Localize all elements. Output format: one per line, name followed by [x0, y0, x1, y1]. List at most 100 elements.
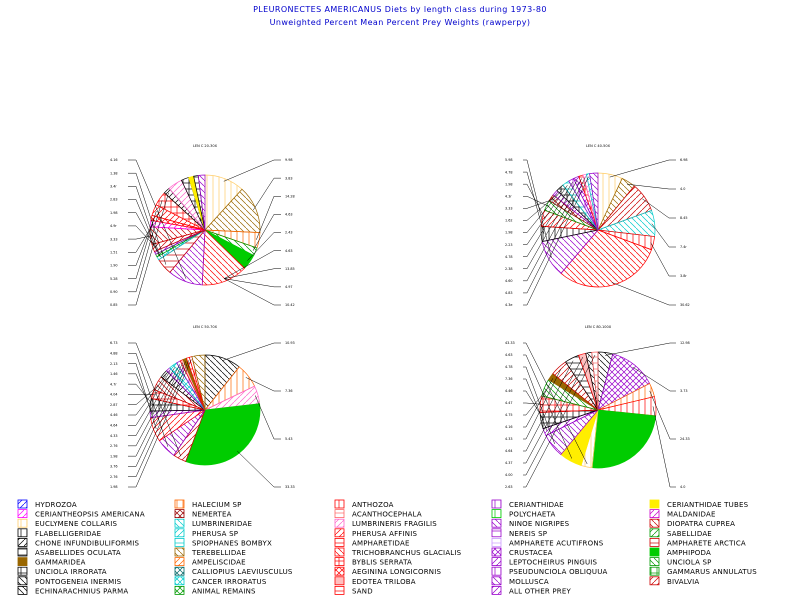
legend-label: CANCER IRRORATUS — [192, 578, 267, 586]
legend-item: CRUSTACEA — [491, 547, 553, 557]
slice-label: 4.83 — [505, 291, 513, 295]
slice-label: 12.98 — [680, 341, 690, 345]
leader-line — [128, 384, 160, 405]
leader-line — [128, 367, 175, 436]
slice-label: 1.98 — [110, 485, 118, 489]
legend-label: TRICHOBRANCHUS GLACIALIS — [351, 549, 462, 557]
slice-label: 3.76 — [110, 465, 118, 469]
leader-line — [224, 268, 281, 279]
legend-swatch — [334, 547, 345, 557]
slice-label: 0.90 — [110, 290, 118, 294]
slice-label: 4.60 — [505, 279, 513, 283]
legend-swatch — [174, 518, 185, 528]
slice-label: 1.62 — [505, 219, 513, 223]
legend-item: DIOPATRA CUPREA — [649, 518, 735, 528]
slice-label: 33.33 — [285, 485, 295, 489]
slice-label: 4.63 — [285, 249, 293, 253]
slice-label: 4.0 — [680, 485, 685, 489]
pie-title: LEN C 40-50X — [586, 144, 611, 148]
legend-item: SPIOPHANES BOMBYX — [174, 538, 272, 547]
legend-label: ALL OTHER PREY — [509, 587, 571, 595]
leader-line — [128, 360, 189, 477]
slice-label: 3.83 — [285, 176, 293, 180]
legend-label: SABELLIDAE — [667, 530, 712, 538]
legend-item: CERIANTHEOPSIS AMERICANA — [17, 509, 145, 519]
slice-label: 6.98 — [680, 158, 688, 162]
slice-label: 1.98 — [110, 211, 118, 215]
legend-swatch — [649, 528, 660, 538]
legend-swatch — [334, 566, 345, 576]
slice-label: 4.00 — [505, 473, 513, 477]
legend-label: CRUSTACEA — [509, 549, 553, 557]
leader-line — [224, 278, 281, 306]
leader-line — [224, 250, 281, 279]
slice-label: 4.16 — [505, 425, 513, 429]
legend-item: AMPHIPODA — [649, 547, 711, 557]
legend-swatch — [334, 499, 345, 509]
legend-label: DIOPATRA CUPREA — [667, 520, 735, 528]
slice-label: 1.38 — [110, 171, 118, 175]
slice-label: 4.37 — [505, 461, 513, 465]
legend-label: HALECIUM SP — [192, 501, 242, 509]
leader-line — [128, 223, 154, 253]
legend-label: AMPHARETIDAE — [352, 539, 410, 547]
leader-line — [523, 366, 555, 445]
legend-item: EDOTEA TRILOBA — [334, 576, 416, 586]
slice-label: 4.47 — [505, 401, 513, 405]
legend-swatch — [334, 576, 345, 586]
legend-item: AMPHARETIDAE — [334, 538, 410, 547]
leader-line — [128, 192, 169, 306]
legend-swatch — [334, 557, 345, 566]
slice-label: 4.16 — [110, 158, 118, 162]
legend-label: GAMMARIDEA — [35, 559, 86, 567]
legend-item: ANIMAL REMAINS — [174, 586, 256, 595]
leader-line — [651, 223, 676, 248]
slice-label: 1.90 — [110, 264, 118, 268]
legend-item: CANCER IRRORATUS — [174, 576, 267, 586]
slice-label: 4.04 — [110, 393, 118, 397]
slice-label: 0.85 — [110, 303, 118, 307]
leader-line — [128, 375, 166, 416]
legend-swatch — [649, 518, 660, 528]
leader-line — [128, 361, 186, 467]
legend-label: CERIANTHIDAE TUBES — [667, 501, 749, 509]
legend-label: HYDROZOA — [35, 501, 77, 509]
legend-swatch — [491, 586, 502, 595]
pie-title: LEN C 20-30X — [193, 144, 218, 148]
leader-line — [611, 282, 676, 306]
leader-line — [649, 390, 676, 440]
legend-label: MALDANIDAE — [667, 511, 716, 519]
slice-label: 10.93 — [285, 341, 295, 345]
legend-item: LUMBRINERIS FRAGILIS — [334, 518, 437, 528]
slice-label: 4.46 — [505, 389, 513, 393]
leader-line — [128, 362, 184, 457]
slice-label: 4.3r — [505, 194, 512, 198]
slice-label: 24.33 — [680, 437, 690, 441]
legend-item: FLABELLIGERIDAE — [17, 528, 101, 538]
slice-label: 2.38 — [505, 267, 513, 271]
legend-item: TRICHOBRANCHUS GLACIALIS — [334, 547, 462, 557]
legend-label: CALLIOPIUS LAEVIUSCULUS — [192, 568, 293, 576]
slice-label: 4.7r — [110, 382, 117, 386]
slice-label: 5.98 — [505, 158, 513, 162]
legend-item: BIVALVIA — [649, 576, 699, 586]
pie-slice — [560, 229, 652, 288]
legend-label: NINOE NIGRIPES — [509, 520, 570, 528]
legend-swatch — [17, 499, 28, 509]
legend-item: CHONE INFUNDIBULIFORMIS — [17, 538, 139, 547]
legend-item: GAMMARUS ANNULATUS — [649, 566, 757, 576]
legend-item: NINOE NIGRIPES — [491, 518, 570, 528]
slice-label: 8.45 — [680, 216, 688, 220]
leader-line — [128, 159, 187, 279]
legend-swatch — [17, 509, 28, 519]
leader-line — [523, 185, 568, 245]
legend-label: GAMMARUS ANNULATUS — [667, 568, 757, 576]
slice-label: 4.64 — [110, 423, 118, 427]
leader-line — [224, 278, 281, 288]
leader-line — [128, 212, 158, 252]
slice-label: 2.13 — [110, 362, 118, 366]
legend-item: AMPHARETE ARCTICA — [649, 538, 746, 547]
leader-line — [247, 232, 281, 261]
leader-line — [256, 196, 281, 240]
leader-line — [523, 354, 596, 488]
